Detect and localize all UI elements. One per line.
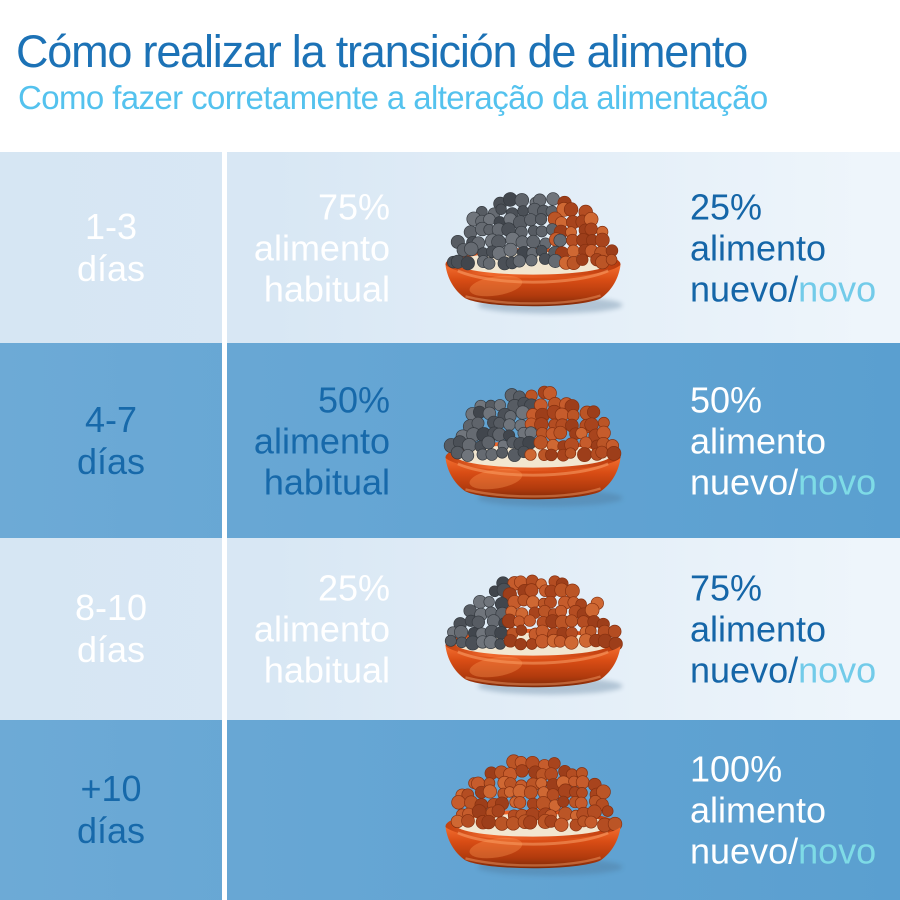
days-word: días (76, 440, 146, 482)
food-bowl-illustration (435, 553, 631, 699)
days-word: días (76, 810, 146, 851)
new-word-1: alimento (690, 608, 827, 650)
days-cell: 1-3 días (0, 152, 222, 343)
food-bowl-illustration (435, 172, 631, 318)
food-bowl-illustration (435, 365, 631, 511)
transition-table: 1-3 días 75% alimento habitual 25% alime… (0, 152, 900, 900)
new-word-1: alimento (690, 789, 827, 831)
column-divider (222, 343, 227, 538)
habitual-word-2: habitual (263, 268, 390, 309)
new-es: nuevo (690, 830, 789, 872)
habitual-word-1: alimento (253, 420, 390, 461)
new-word-2-bilingual: nuevo/novo (690, 461, 876, 502)
new-word-1: alimento (690, 420, 827, 461)
new-es: nuevo (690, 649, 789, 691)
habitual-food-label: 50% alimento habitual (227, 379, 390, 502)
new-pt: novo (798, 649, 877, 691)
new-pt: novo (798, 830, 877, 872)
days-cell: 8-10 días (0, 538, 222, 720)
row-content: 100% alimento nuevo/novo (227, 720, 900, 900)
days-range: 1-3 (84, 205, 138, 247)
slash: / (788, 268, 799, 309)
days-word: días (76, 629, 146, 670)
row-content: 25% alimento habitual 75% alimento nuevo… (227, 538, 900, 720)
habitual-word-2: habitual (263, 461, 390, 502)
row-content: 50% alimento habitual 50% alimento nuevo… (227, 343, 900, 538)
transition-row-days-1-3: 1-3 días 75% alimento habitual 25% alime… (0, 152, 900, 343)
slash: / (788, 830, 799, 872)
days-cell: +10 días (0, 720, 222, 900)
food-bowl-illustration (435, 734, 631, 880)
title-spanish: Cómo realizar la transición de alimento (16, 26, 748, 77)
new-percent: 75% (690, 567, 763, 609)
new-percent: 100% (690, 748, 783, 790)
new-pt: novo (798, 268, 877, 309)
new-word-2-bilingual: nuevo/novo (690, 268, 876, 309)
habitual-percent: 50% (317, 379, 390, 420)
column-divider (222, 720, 227, 900)
transition-row-days-4-7: 4-7 días 50% alimento habitual 50% alime… (0, 343, 900, 538)
habitual-percent: 75% (317, 186, 390, 227)
days-range: +10 (80, 768, 142, 809)
days-range: 8-10 (74, 587, 148, 628)
habitual-food-label: 75% alimento habitual (227, 186, 390, 309)
days-cell: 4-7 días (0, 343, 222, 538)
subtitle-portuguese: Como fazer corretamente a alteração da a… (18, 78, 768, 116)
new-food-label: 25% alimento nuevo/novo (690, 186, 876, 309)
new-percent: 25% (690, 186, 763, 227)
transition-row-days-over-10: +10 días 100% alimento nuevo/novo (0, 720, 900, 900)
infographic-header: Cómo realizar la transición de alimento … (0, 0, 900, 152)
days-word: días (76, 247, 146, 289)
column-divider (222, 538, 227, 720)
new-word-2-bilingual: nuevo/novo (690, 831, 876, 872)
habitual-percent: 25% (317, 567, 390, 609)
habitual-food-label: 25% alimento habitual (227, 568, 390, 691)
new-word-1: alimento (690, 227, 827, 268)
habitual-word-2: habitual (263, 649, 390, 691)
slash: / (788, 461, 799, 502)
habitual-word-1: alimento (253, 227, 390, 268)
slash: / (788, 649, 799, 691)
transition-row-days-8-10: 8-10 días 25% alimento habitual 75% alim… (0, 538, 900, 720)
new-food-label: 50% alimento nuevo/novo (690, 379, 876, 502)
new-food-label: 100% alimento nuevo/novo (690, 749, 876, 872)
habitual-word-1: alimento (253, 608, 390, 650)
new-es: nuevo (690, 268, 789, 309)
new-pt: novo (798, 461, 877, 502)
column-divider (222, 152, 227, 343)
row-content: 75% alimento habitual 25% alimento nuevo… (227, 152, 900, 343)
new-word-2-bilingual: nuevo/novo (690, 650, 876, 691)
days-range: 4-7 (84, 398, 138, 440)
new-es: nuevo (690, 461, 789, 502)
new-food-label: 75% alimento nuevo/novo (690, 568, 876, 691)
new-percent: 50% (690, 379, 763, 420)
